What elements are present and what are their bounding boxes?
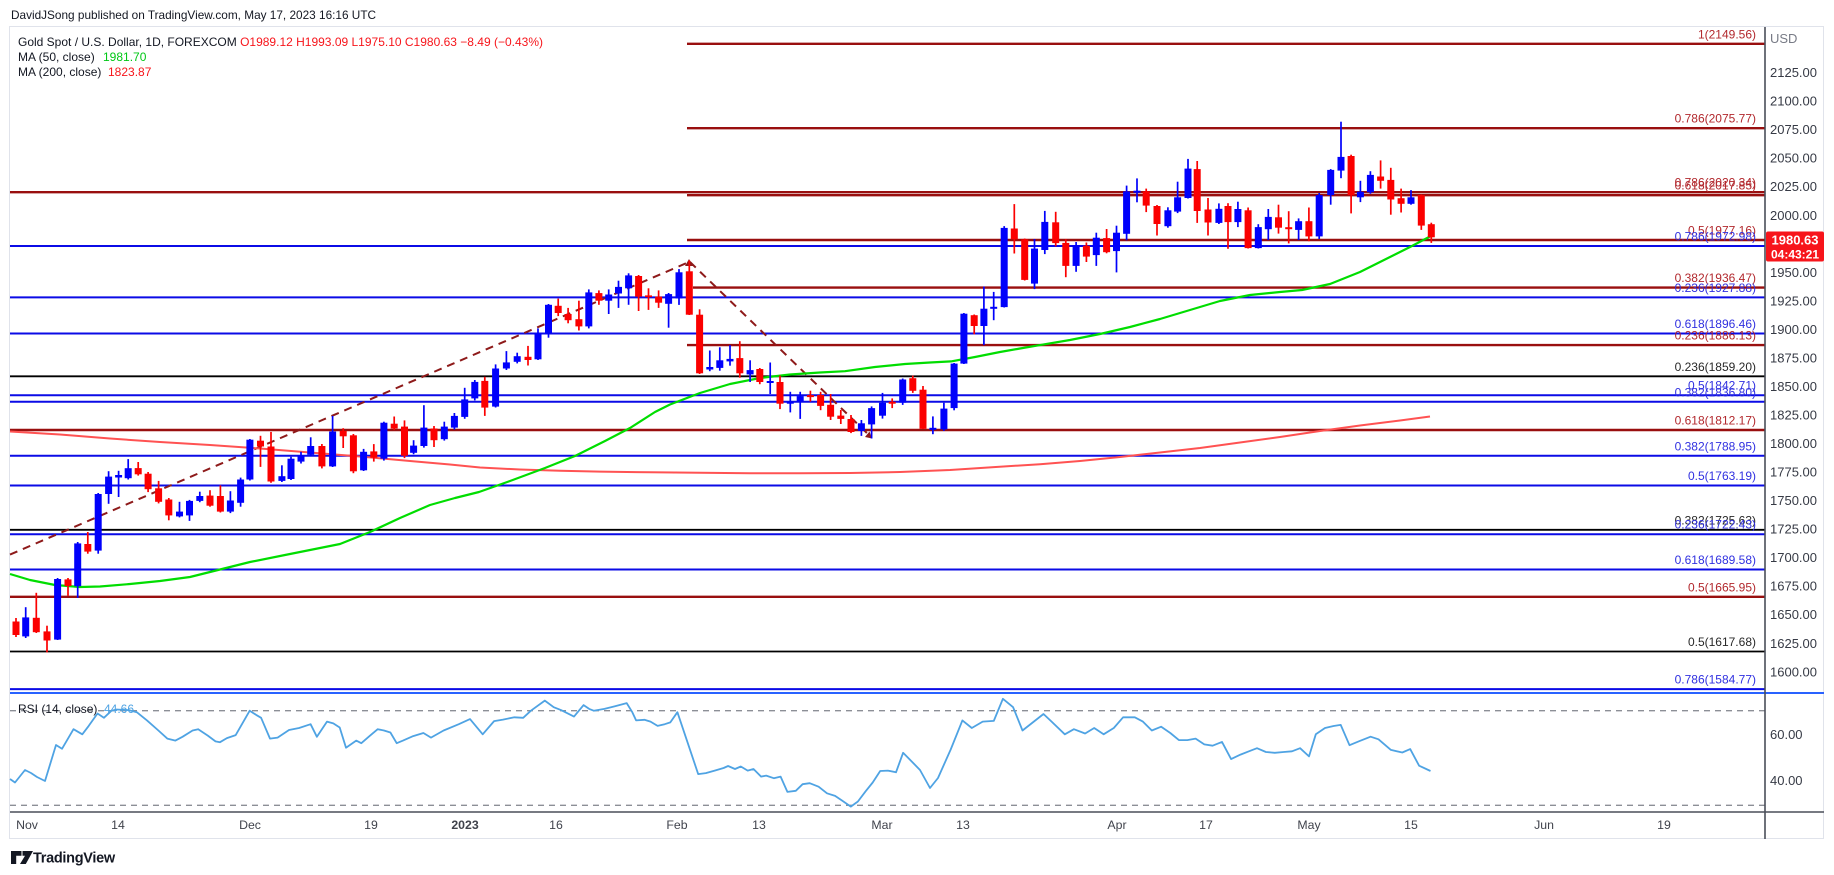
svg-text:Feb: Feb [666, 818, 687, 832]
svg-text:0.5(1977.16): 0.5(1977.16) [1688, 224, 1756, 238]
svg-text:2025.00: 2025.00 [1770, 179, 1817, 194]
svg-text:2050.00: 2050.00 [1770, 151, 1817, 166]
svg-text:1675.00: 1675.00 [1770, 579, 1817, 594]
svg-text:1775.00: 1775.00 [1770, 465, 1817, 480]
svg-text:Gold Spot / U.S. Dollar, 1D, F: Gold Spot / U.S. Dollar, 1D, FOREXCOM O1… [18, 35, 543, 49]
svg-text:0.236(1886.13): 0.236(1886.13) [1675, 329, 1756, 343]
svg-text:Nov: Nov [16, 818, 39, 832]
svg-text:1750.00: 1750.00 [1770, 493, 1817, 508]
svg-text:1650.00: 1650.00 [1770, 607, 1817, 622]
svg-text:13: 13 [956, 818, 970, 832]
svg-text:0.382(1788.95): 0.382(1788.95) [1675, 439, 1756, 453]
svg-text:15: 15 [1404, 818, 1418, 832]
svg-text:Dec: Dec [239, 818, 261, 832]
svg-text:Apr: Apr [1107, 818, 1126, 832]
svg-text:2100.00: 2100.00 [1770, 94, 1817, 109]
svg-text:0.786(1584.77): 0.786(1584.77) [1675, 673, 1756, 687]
svg-text:0.618(2017.85): 0.618(2017.85) [1675, 179, 1756, 193]
svg-text:0.5(1617.68): 0.5(1617.68) [1688, 635, 1756, 649]
svg-text:0.618(1812.17): 0.618(1812.17) [1675, 414, 1756, 428]
svg-text:MA (200, close): MA (200, close) [18, 65, 101, 79]
svg-text:0.618(1896.46): 0.618(1896.46) [1675, 317, 1756, 331]
svg-text:13: 13 [752, 818, 766, 832]
svg-text:2125.00: 2125.00 [1770, 65, 1817, 80]
svg-text:0.5(1842.71): 0.5(1842.71) [1688, 379, 1756, 393]
svg-text:RSI (14, close): RSI (14, close) [18, 702, 97, 716]
svg-text:1700.00: 1700.00 [1770, 550, 1817, 565]
svg-text:1800.00: 1800.00 [1770, 436, 1817, 451]
svg-text:1850.00: 1850.00 [1770, 379, 1817, 394]
svg-text:2000.00: 2000.00 [1770, 208, 1817, 223]
svg-text:60.00: 60.00 [1770, 727, 1803, 742]
svg-text:1875.00: 1875.00 [1770, 350, 1817, 365]
svg-text:0.382(1836.80): 0.382(1836.80) [1675, 385, 1756, 399]
svg-text:44.66: 44.66 [104, 702, 134, 716]
svg-text:14: 14 [111, 818, 125, 832]
svg-text:0.382(1936.47): 0.382(1936.47) [1675, 271, 1756, 285]
svg-text:2075.00: 2075.00 [1770, 122, 1817, 137]
svg-text:Jun: Jun [1534, 818, 1554, 832]
svg-text:0.786(2020.34): 0.786(2020.34) [1675, 176, 1756, 190]
svg-text:1925.00: 1925.00 [1770, 293, 1817, 308]
svg-text:19: 19 [1657, 818, 1671, 832]
svg-text:1823.87: 1823.87 [108, 65, 152, 79]
svg-text:1(2149.56): 1(2149.56) [1698, 27, 1756, 41]
svg-text:1725.00: 1725.00 [1770, 522, 1817, 537]
svg-text:0.618(1689.58): 0.618(1689.58) [1675, 553, 1756, 567]
svg-text:TradingView: TradingView [33, 851, 116, 867]
svg-text:0.236(1927.88): 0.236(1927.88) [1675, 281, 1756, 295]
svg-text:0.5(1763.19): 0.5(1763.19) [1688, 469, 1756, 483]
svg-text:40.00: 40.00 [1770, 773, 1803, 788]
svg-text:1900.00: 1900.00 [1770, 322, 1817, 337]
svg-text:0.786(2075.77): 0.786(2075.77) [1675, 112, 1756, 126]
svg-text:MA (50, close): MA (50, close) [18, 50, 95, 64]
svg-text:04:43:21: 04:43:21 [1771, 248, 1819, 262]
svg-text:0.236(1722.43): 0.236(1722.43) [1675, 518, 1756, 532]
svg-text:16: 16 [549, 818, 563, 832]
svg-text:1625.00: 1625.00 [1770, 636, 1817, 651]
svg-text:May: May [1297, 818, 1321, 832]
svg-text:2023: 2023 [451, 818, 479, 832]
svg-text:1825.00: 1825.00 [1770, 408, 1817, 423]
svg-text:1600.00: 1600.00 [1770, 664, 1817, 679]
svg-text:Mar: Mar [871, 818, 892, 832]
svg-text:1950.00: 1950.00 [1770, 265, 1817, 280]
svg-text:DavidJSong published on Tradin: DavidJSong published on TradingView.com,… [11, 8, 377, 22]
svg-text:USD: USD [1770, 31, 1797, 46]
svg-text:1981.70: 1981.70 [103, 50, 147, 64]
svg-text:0.236(1859.20): 0.236(1859.20) [1675, 360, 1756, 374]
svg-text:0.786(1972.98): 0.786(1972.98) [1675, 230, 1756, 244]
svg-text:0.5(1665.95): 0.5(1665.95) [1688, 580, 1756, 594]
svg-text:0.382(1725.63): 0.382(1725.63) [1675, 513, 1756, 527]
svg-text:19: 19 [364, 818, 378, 832]
svg-text:1980.63: 1980.63 [1772, 233, 1819, 248]
svg-text:17: 17 [1199, 818, 1213, 832]
